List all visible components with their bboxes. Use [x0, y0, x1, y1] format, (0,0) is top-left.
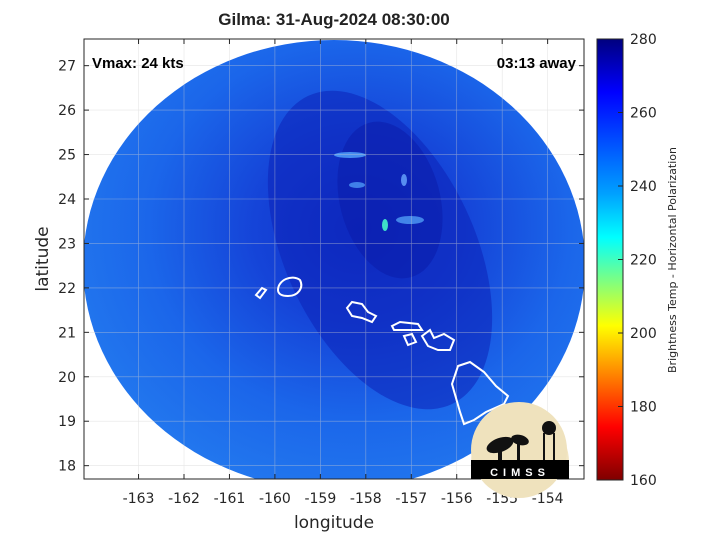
colorbar-tick-label: 260 [630, 106, 657, 122]
colorbar-tick-label: 160 [630, 473, 657, 489]
island-molokai [390, 320, 424, 331]
x-tick-label: -160 [259, 491, 291, 507]
x-tick-label: -156 [441, 491, 473, 507]
y-tick-label: 24 [58, 192, 76, 208]
island-hawaii [450, 360, 510, 426]
island-maui [420, 328, 456, 351]
y-tick-label: 21 [58, 325, 76, 341]
away-label: 03:13 away [497, 55, 577, 72]
plot-title: Gilma: 31-Aug-2024 08:30:00 [218, 10, 450, 29]
logo-text: CIMSS [490, 467, 550, 479]
island-oahu [345, 300, 378, 324]
y-tick-label: 22 [58, 281, 76, 297]
x-tick-label: -161 [214, 491, 246, 507]
cimss-logo: CIMSS [471, 402, 569, 498]
colorbar-tick-label: 200 [630, 326, 657, 342]
x-tick-label: -154 [532, 491, 564, 507]
island-kauai [276, 276, 303, 298]
x-tick-label: -157 [395, 491, 427, 507]
colorbar-label: Brightness Temp - Horizontal Polarizatio… [666, 147, 679, 373]
y-tick-label: 18 [58, 459, 76, 475]
x-tick-label: -162 [168, 491, 200, 507]
y-tick-label: 19 [58, 414, 76, 430]
island-niihau [254, 286, 268, 300]
x-tick-label: -158 [350, 491, 382, 507]
y-tick-label: 27 [58, 59, 76, 75]
axes-frame [83, 38, 585, 480]
colorbar-tick-label: 180 [630, 400, 657, 416]
y-tick-label: 25 [58, 148, 76, 164]
x-tick-label: -163 [123, 491, 155, 507]
island-lanai [402, 332, 418, 347]
vmax-label: Vmax: 24 kts [92, 55, 184, 72]
x-axis-label: longitude [294, 513, 374, 533]
y-axis-label: latitude [33, 226, 53, 291]
y-tick-label: 20 [58, 370, 76, 386]
colorbar-tick-label: 220 [630, 253, 657, 269]
y-tick-label: 23 [58, 236, 76, 252]
colorbar-tick-label: 240 [630, 179, 657, 195]
y-tick-label: 26 [58, 103, 76, 119]
colorbar-tick-label: 280 [630, 32, 657, 48]
x-tick-label: -159 [304, 491, 336, 507]
